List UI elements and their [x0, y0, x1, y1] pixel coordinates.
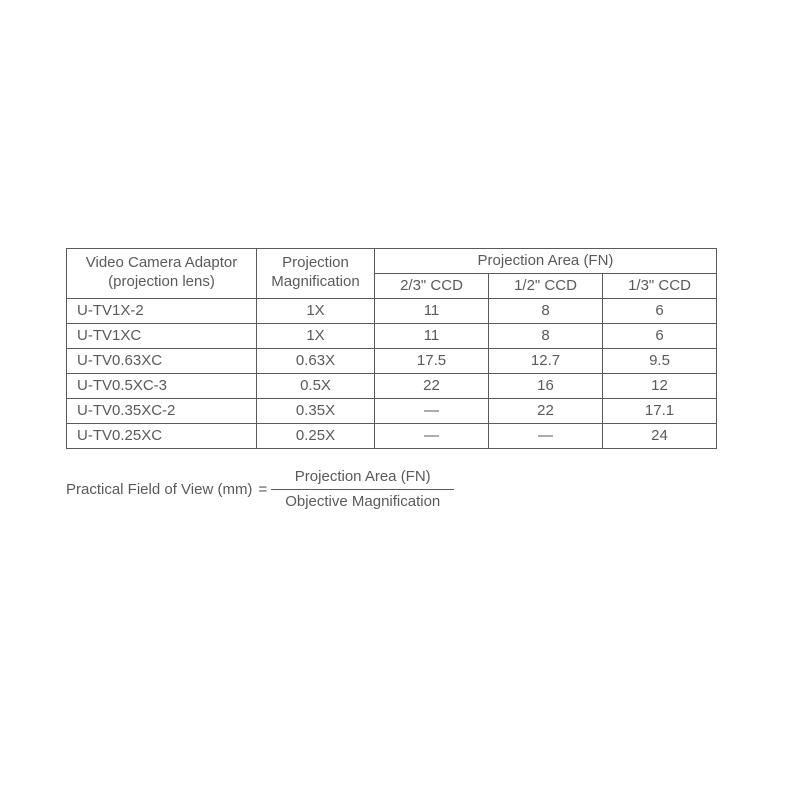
cell-ccd-12: 12.7 [489, 349, 603, 374]
cell-magnification: 0.35X [257, 399, 375, 424]
cell-magnification: 0.63X [257, 349, 375, 374]
header-magnification: Projection Magnification [257, 249, 375, 299]
header-mag-line1: Projection [265, 254, 366, 273]
table-row: U-TV0.63XC 0.63X 17.5 12.7 9.5 [67, 349, 717, 374]
formula-fraction: Projection Area (FN) Objective Magnifica… [271, 467, 454, 513]
table-row: U-TV0.25XC 0.25X — — 24 [67, 424, 717, 449]
cell-ccd-23: 22 [375, 374, 489, 399]
cell-adaptor: U-TV1X-2 [67, 299, 257, 324]
cell-ccd-13: 17.1 [603, 399, 717, 424]
header-row-1: Video Camera Adaptor (projection lens) P… [67, 249, 717, 274]
page: Video Camera Adaptor (projection lens) P… [0, 0, 800, 800]
formula-lhs: Practical Field of View (mm) [66, 481, 252, 498]
table-row: U-TV1X-2 1X 11 8 6 [67, 299, 717, 324]
cell-adaptor: U-TV0.35XC-2 [67, 399, 257, 424]
table-row: U-TV0.35XC-2 0.35X — 22 17.1 [67, 399, 717, 424]
cell-ccd-23: 11 [375, 324, 489, 349]
formula-numerator: Projection Area (FN) [281, 467, 445, 489]
cell-ccd-23: 17.5 [375, 349, 489, 374]
cell-ccd-23: — [375, 424, 489, 449]
cell-magnification: 1X [257, 324, 375, 349]
header-ccd-23: 2/3" CCD [375, 274, 489, 299]
cell-ccd-12: 8 [489, 324, 603, 349]
formula-equals: = [258, 481, 267, 498]
header-ccd-13: 1/3" CCD [603, 274, 717, 299]
cell-magnification: 0.25X [257, 424, 375, 449]
table-row: U-TV0.5XC-3 0.5X 22 16 12 [67, 374, 717, 399]
table-row: U-TV1XC 1X 11 8 6 [67, 324, 717, 349]
cell-ccd-23: 11 [375, 299, 489, 324]
cell-adaptor: U-TV0.25XC [67, 424, 257, 449]
spec-table-body: U-TV1X-2 1X 11 8 6 U-TV1XC 1X 11 8 6 U-T… [67, 299, 717, 449]
cell-ccd-13: 24 [603, 424, 717, 449]
cell-ccd-12: 8 [489, 299, 603, 324]
cell-ccd-13: 9.5 [603, 349, 717, 374]
header-adaptor: Video Camera Adaptor (projection lens) [67, 249, 257, 299]
cell-ccd-23: — [375, 399, 489, 424]
header-projection-area: Projection Area (FN) [375, 249, 717, 274]
header-ccd-12: 1/2" CCD [489, 274, 603, 299]
cell-adaptor: U-TV0.5XC-3 [67, 374, 257, 399]
spec-table: Video Camera Adaptor (projection lens) P… [66, 248, 717, 449]
spec-table-head: Video Camera Adaptor (projection lens) P… [67, 249, 717, 299]
cell-adaptor: U-TV1XC [67, 324, 257, 349]
cell-ccd-13: 6 [603, 299, 717, 324]
formula: Practical Field of View (mm) = Projectio… [66, 467, 800, 513]
header-adaptor-line2: (projection lens) [75, 273, 248, 292]
formula-denominator: Objective Magnification [271, 489, 454, 512]
cell-magnification: 1X [257, 299, 375, 324]
cell-ccd-12: 16 [489, 374, 603, 399]
cell-ccd-13: 12 [603, 374, 717, 399]
cell-ccd-13: 6 [603, 324, 717, 349]
header-mag-line2: Magnification [265, 273, 366, 292]
header-adaptor-line1: Video Camera Adaptor [75, 254, 248, 273]
cell-ccd-12: — [489, 424, 603, 449]
cell-ccd-12: 22 [489, 399, 603, 424]
cell-magnification: 0.5X [257, 374, 375, 399]
cell-adaptor: U-TV0.63XC [67, 349, 257, 374]
